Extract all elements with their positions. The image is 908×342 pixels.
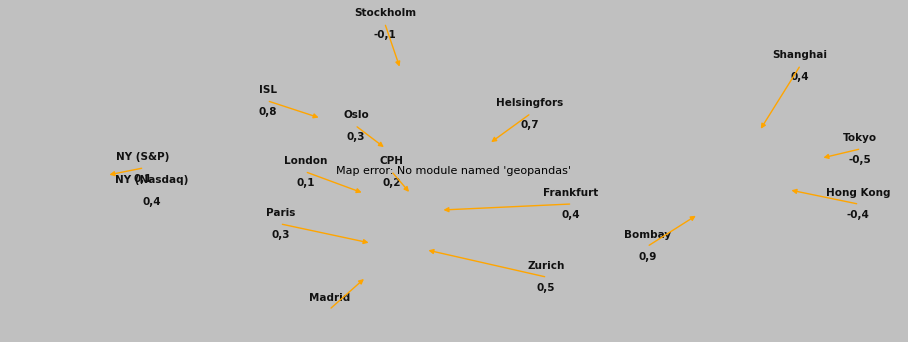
Text: -0,5: -0,5 bbox=[849, 155, 872, 165]
Text: Madrid: Madrid bbox=[310, 293, 350, 303]
Text: 0,8: 0,8 bbox=[259, 107, 277, 117]
Text: Map error: No module named 'geopandas': Map error: No module named 'geopandas' bbox=[337, 166, 571, 176]
Text: 0,3: 0,3 bbox=[271, 230, 291, 240]
Text: NY (S&P): NY (S&P) bbox=[116, 152, 170, 162]
Text: CPH: CPH bbox=[380, 156, 404, 166]
Text: Oslo: Oslo bbox=[343, 110, 369, 120]
Text: 0,9: 0,9 bbox=[639, 252, 657, 262]
Text: -0,1: -0,1 bbox=[373, 30, 397, 40]
Text: 0,7: 0,7 bbox=[520, 120, 539, 130]
Text: Hong Kong: Hong Kong bbox=[825, 188, 890, 198]
Text: Shanghai: Shanghai bbox=[773, 50, 827, 60]
Text: 0,1: 0,1 bbox=[297, 178, 315, 188]
Text: Bombay: Bombay bbox=[625, 230, 672, 240]
Text: -0,4: -0,4 bbox=[846, 210, 870, 220]
Text: Tokyo: Tokyo bbox=[843, 133, 877, 143]
Text: Stockholm: Stockholm bbox=[354, 8, 416, 18]
Text: ISL: ISL bbox=[259, 85, 277, 95]
Text: Helsingfors: Helsingfors bbox=[497, 98, 564, 108]
Text: 0,4: 0,4 bbox=[143, 197, 162, 207]
Text: Frankfurt: Frankfurt bbox=[543, 188, 598, 198]
Text: 0,5: 0,5 bbox=[537, 283, 556, 293]
Text: 0,4: 0,4 bbox=[791, 72, 809, 82]
Text: 0,1: 0,1 bbox=[133, 174, 153, 184]
Text: 0,3: 0,3 bbox=[347, 132, 365, 142]
Text: NY (Nasdaq): NY (Nasdaq) bbox=[115, 175, 189, 185]
Text: 0,2: 0,2 bbox=[383, 178, 401, 188]
Text: 0,4: 0,4 bbox=[562, 210, 580, 220]
Text: Zurich: Zurich bbox=[528, 261, 565, 271]
Text: London: London bbox=[284, 156, 328, 166]
Text: Paris: Paris bbox=[266, 208, 296, 218]
